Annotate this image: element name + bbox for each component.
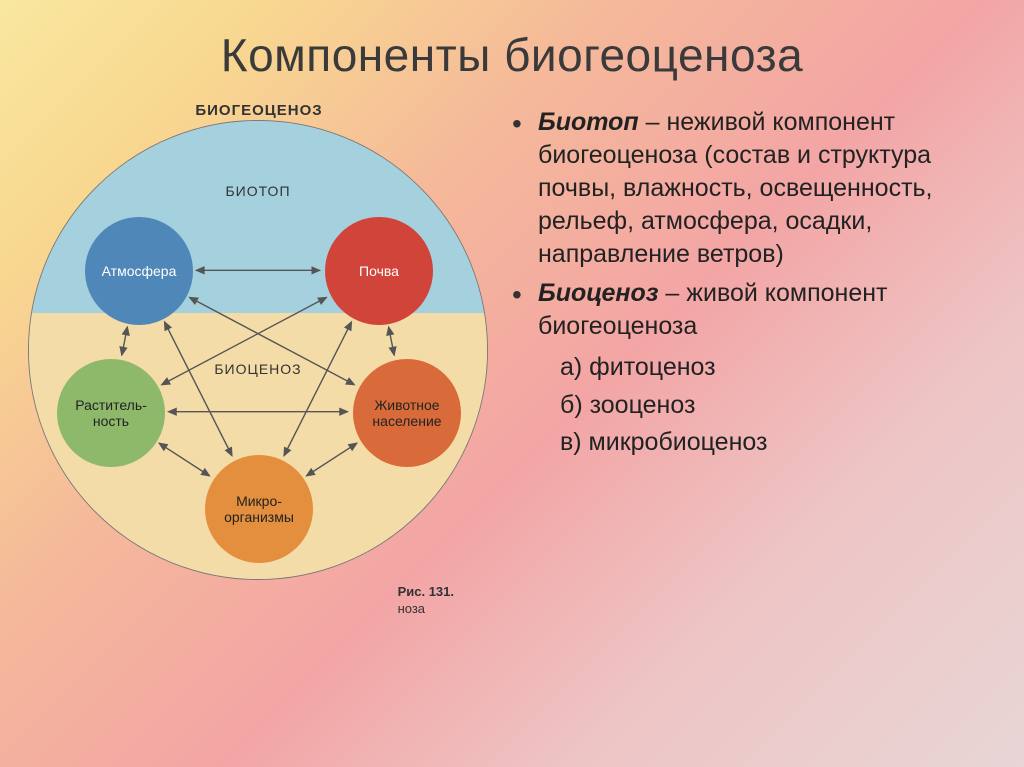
- figure-caption: Рис. 131. ноза: [398, 584, 454, 618]
- text-column: Биотоп – неживой компонент биогеоценоза …: [494, 100, 1000, 660]
- node-micro: Микро- организмы: [205, 455, 313, 563]
- bullet-biotop: Биотоп – неживой компонент биогеоценоза …: [512, 106, 1000, 271]
- biotop-label: БИОТОП: [225, 183, 290, 199]
- bullet-biocenoz: Биоценоз – живой компонент биогеоценоза: [512, 277, 1000, 343]
- diagram-container: БИОГЕОЦЕНОЗ БИОТОП БИОЦЕНОЗ Атмосфера Поч…: [24, 100, 494, 660]
- sub-a: а) фитоценоз: [512, 349, 1000, 387]
- page-title: Компоненты биогеоценоза: [0, 0, 1024, 82]
- term-biocenoz: Биоценоз: [538, 279, 658, 307]
- node-soil: Почва: [325, 217, 433, 325]
- content-row: БИОГЕОЦЕНОЗ БИОТОП БИОЦЕНОЗ Атмосфера Поч…: [0, 82, 1024, 660]
- node-animals: Животное население: [353, 359, 461, 467]
- fig-caption-num: Рис. 131.: [398, 584, 454, 599]
- diagram-outer-label: БИОГЕОЦЕНОЗ: [195, 102, 322, 119]
- diagram-circle: БИОТОП БИОЦЕНОЗ Атмосфера Почва Раститель-…: [28, 120, 488, 580]
- node-plants: Раститель- ность: [57, 359, 165, 467]
- sub-b: б) зооценоз: [512, 387, 1000, 425]
- fig-caption-text: ноза: [398, 601, 425, 616]
- biocenoz-label: БИОЦЕНОЗ: [214, 361, 301, 377]
- sub-c: в) микробиоценоз: [512, 424, 1000, 462]
- term-biotop: Биотоп: [538, 108, 639, 136]
- node-atmosphere: Атмосфера: [85, 217, 193, 325]
- bullet-list: Биотоп – неживой компонент биогеоценоза …: [512, 106, 1000, 343]
